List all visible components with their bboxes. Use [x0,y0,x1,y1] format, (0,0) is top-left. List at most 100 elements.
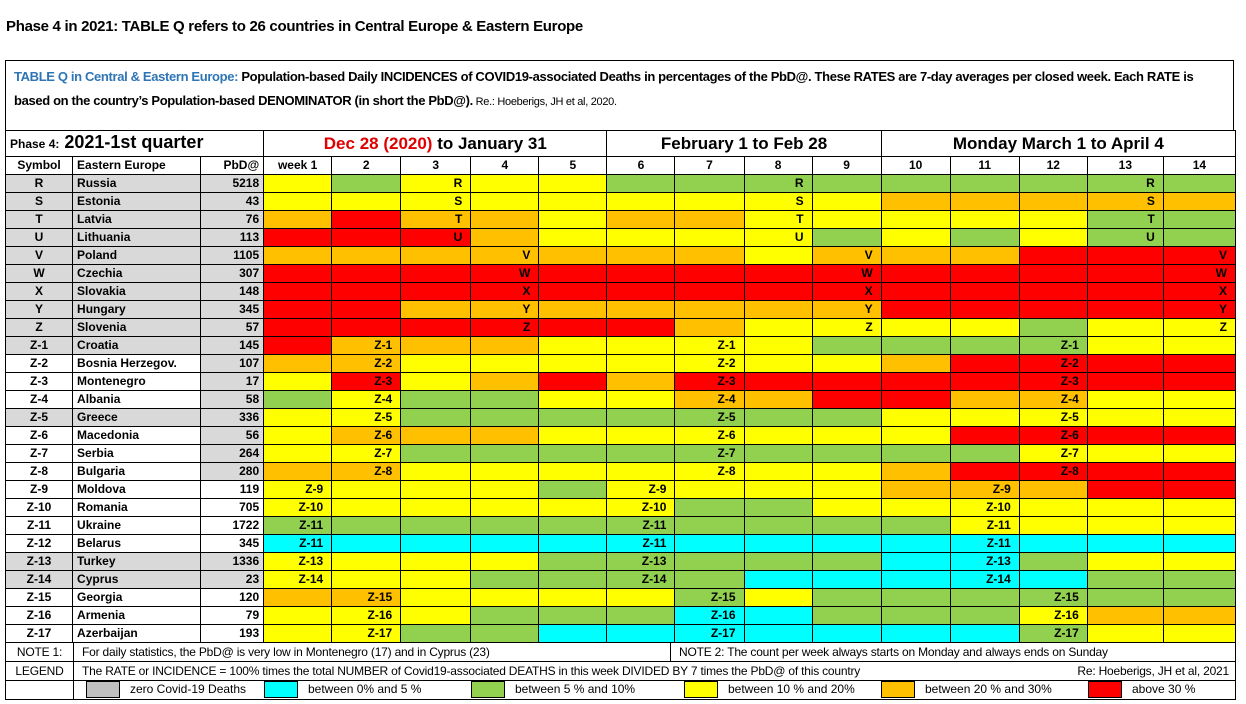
rate-cell-week-11: Z-10 [949,498,1020,517]
rate-cell-week-1 [263,336,333,355]
row-marker-label: S [795,194,804,208]
rate-cell-week-10 [880,390,951,409]
row-pbd: 1336 [200,552,265,571]
rate-cell-week-3 [400,390,472,409]
rate-cell-week-7: Z-15 [674,588,745,607]
rate-cell-week-9 [811,498,882,517]
rate-cell-week-8 [743,246,813,265]
rate-cell-week-2: Z-6 [331,426,402,445]
rate-cell-week-4 [470,192,540,211]
rate-cell-week-3 [400,570,472,589]
row-marker-label: Z-11 [986,518,1011,532]
row-marker-label: T [796,212,804,226]
rate-cell-week-2: Z-17 [331,624,402,643]
rate-cell-week-4 [470,552,540,571]
rate-cell-week-12 [1018,228,1088,247]
rate-cell-week-14 [1162,570,1237,589]
rate-cell-week-3 [400,552,472,571]
rate-cell-week-7: Z-16 [674,606,745,625]
row-marker-label: Z [1219,320,1227,334]
rate-cell-week-5 [538,174,608,193]
col-header-week-12: 12 [1018,156,1088,175]
row-marker-label: Z-15 [1054,590,1079,604]
rate-cell-week-10 [880,588,951,607]
row-country: Slovenia [72,318,202,337]
row-marker-label: S [454,194,463,208]
row-marker-label: Z-15 [710,590,736,604]
legend-swatch [471,681,505,698]
rate-cell-week-9 [811,336,882,355]
rate-cell-week-6 [606,624,676,643]
rate-cell-week-5 [538,318,608,337]
rate-cell-week-12 [1018,480,1088,499]
rate-cell-week-4 [470,210,540,229]
table-description: TABLE Q in Central & Eastern Europe: Pop… [5,60,1234,130]
row-marker-label: Y [864,302,873,316]
rate-cell-week-10 [880,498,951,517]
rate-cell-week-9 [811,354,882,373]
rate-cell-week-2: Z-8 [331,462,402,481]
rate-cell-week-1 [263,354,333,373]
row-marker-label: Z [865,320,873,334]
row-country: Estonia [72,192,202,211]
row-pbd: 345 [200,534,265,553]
col-header-week-13: 13 [1086,156,1164,175]
rate-cell-week-9 [811,390,882,409]
rate-cell-week-10 [880,318,951,337]
phase-title: 2021-1st quarter [64,132,204,152]
rate-cell-week-3 [400,444,472,463]
row-country: Czechia [72,264,202,283]
rate-cell-week-10 [880,552,951,571]
rate-cell-week-3 [400,336,472,355]
row-marker-label: Z-10 [986,500,1011,514]
row-country: Montenegro [72,372,202,391]
table-row: Z-7 Serbia 264 Z-7 Z-7 Z-7 [4,444,1237,463]
rate-cell-week-9 [811,444,882,463]
row-country: Greece [72,408,202,427]
row-symbol: T [4,210,74,229]
rate-cell-week-9: W [811,264,882,283]
rate-cell-week-6 [606,300,676,319]
rate-cell-week-2 [331,264,402,283]
rate-cell-week-14 [1162,480,1237,499]
rate-cell-week-9 [811,606,882,625]
rate-cell-week-11: Z-13 [949,552,1020,571]
row-marker-label: X [1218,284,1227,298]
row-pbd: 336 [200,408,265,427]
rate-cell-week-2: Z-4 [331,390,402,409]
col-header-region: Eastern Europe [72,156,202,175]
rate-cell-week-1: Z-11 [263,516,333,535]
rate-cell-week-1 [263,192,333,211]
rate-cell-week-9 [811,174,882,193]
rate-cell-week-14: Y [1162,300,1237,319]
rate-cell-week-12: Z-2 [1018,354,1088,373]
rate-cell-week-14 [1162,516,1237,535]
rate-cell-week-14: W [1162,264,1237,283]
rate-cell-week-8 [743,480,813,499]
row-marker-label: T [1147,212,1155,226]
table-row: Z-2 Bosnia Herzegov. 107 Z-2 Z-2 Z-2 [4,354,1237,373]
rate-cell-week-2 [331,552,402,571]
rate-cell-week-6 [606,336,676,355]
row-marker-label: Z-7 [717,446,736,460]
row-symbol: Z-9 [4,480,74,499]
rate-cell-week-6 [606,192,676,211]
rate-cell-week-10 [880,606,951,625]
note2-text: NOTE 2: The count per week always starts… [679,645,1108,659]
rate-cell-week-3 [400,354,472,373]
rate-cell-week-7 [674,192,745,211]
row-marker-label: Z-16 [367,608,393,622]
rate-cell-week-7: Z-1 [674,336,745,355]
col-header-week-3: 3 [400,156,472,175]
rate-cell-week-2 [331,516,402,535]
rate-cell-week-4 [470,444,540,463]
row-marker-label: Z-11 [642,536,667,550]
rate-cell-week-9 [811,534,882,553]
rate-cell-week-4 [470,480,540,499]
rate-cell-week-8 [743,426,813,445]
row-country: Georgia [72,588,202,607]
rate-cell-week-11 [949,246,1020,265]
rate-cell-week-5 [538,570,608,589]
rate-cell-week-1 [263,390,333,409]
